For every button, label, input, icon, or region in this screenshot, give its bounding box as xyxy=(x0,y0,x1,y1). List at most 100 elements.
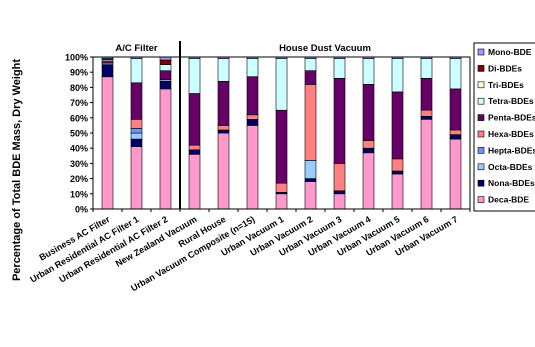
legend-label: Mono-BDE xyxy=(488,47,532,57)
legend-label: Deca-BDE xyxy=(488,195,529,205)
bar-segment-octa-bdes-7 xyxy=(304,160,317,179)
bar-segment-hepta-bdes-1 xyxy=(130,128,143,134)
bar-segment-deca-bde-11 xyxy=(420,119,433,210)
legend-swatch xyxy=(477,114,485,121)
bar-segment-deca-bde-12 xyxy=(449,138,462,210)
bar-segment-tetra-bdes-7 xyxy=(304,58,317,71)
bar-segment-deca-bde-10 xyxy=(391,173,404,210)
y-tick-label: 80% xyxy=(70,83,88,93)
legend-label: Hexa-BDEs xyxy=(488,129,534,139)
bar-segment-tetra-bdes-6 xyxy=(275,58,288,111)
bar-segment-penta-bdes-1 xyxy=(130,82,143,120)
bar-segment-tetra-bdes-2 xyxy=(159,64,172,71)
bar-segment-tetra-bdes-11 xyxy=(420,58,433,79)
legend-swatch xyxy=(477,48,485,56)
legend-swatch xyxy=(477,163,485,171)
bar-segment-nona-bdes-7 xyxy=(304,178,317,182)
bar-segment-hexa-bdes-8 xyxy=(333,163,346,192)
bar-segment-nona-bdes-2 xyxy=(159,81,172,90)
bar-segment-penta-bdes-3 xyxy=(188,93,201,146)
bar-segment-hexa-bdes-9 xyxy=(362,140,375,149)
bar-segment-penta-bdes-7 xyxy=(304,70,317,85)
bar-segment-penta-bdes-6 xyxy=(275,109,288,184)
bar-segment-penta-bdes-4 xyxy=(217,81,230,126)
y-tick-label: 50% xyxy=(70,129,88,139)
bar-segment-nona-bdes-11 xyxy=(420,116,433,120)
legend-label: Penta-BDEs xyxy=(488,113,535,123)
y-tick-label: 90% xyxy=(70,68,88,78)
y-axis-label: Percentage of Total BDE Mass, Dry Weight xyxy=(11,59,23,281)
y-tick-label: 30% xyxy=(70,159,88,169)
legend-label: Octa-BDEs xyxy=(488,162,533,172)
axes-layer xyxy=(90,41,471,212)
legend-label: Hepta-BDEs xyxy=(488,145,535,155)
legend-label: Tetra-BDEs xyxy=(488,96,534,106)
bar-segment-hexa-bdes-6 xyxy=(275,182,288,193)
group-label-0: A/C Filter xyxy=(115,43,158,54)
bar-segment-tetra-bdes-9 xyxy=(362,58,375,85)
legend-swatch xyxy=(477,147,485,154)
legend-swatch xyxy=(477,130,485,138)
bar-segment-nona-bdes-4 xyxy=(217,129,230,134)
bar-segment-nona-bdes-9 xyxy=(362,147,375,154)
legend-swatch xyxy=(477,179,485,187)
bar-segment-nona-bdes-3 xyxy=(188,149,201,155)
bar-segment-deca-bde-0 xyxy=(101,76,114,210)
legend-swatch xyxy=(477,97,485,105)
bar-segment-nona-bdes-5 xyxy=(246,119,259,126)
bar-segment-hexa-bdes-5 xyxy=(246,114,259,120)
bar-segment-deca-bde-8 xyxy=(333,193,346,210)
bar-segment-penta-bdes-0 xyxy=(101,61,114,64)
bar-segment-hexa-bdes-4 xyxy=(217,125,230,131)
group-label-1: House Dust Vacuum xyxy=(279,43,371,54)
bar-segment-tetra-bdes-3 xyxy=(188,58,201,94)
legend-label: Tri-BDEs xyxy=(488,80,524,90)
y-tick-label: 100% xyxy=(65,53,88,63)
bar-segment-nona-bdes-0 xyxy=(101,64,114,78)
bar-segment-hexa-bdes-7 xyxy=(304,84,317,161)
bars-layer xyxy=(101,56,462,210)
bar-segment-penta-bdes-11 xyxy=(420,78,433,111)
bar-segment-deca-bde-2 xyxy=(159,88,172,210)
bar-segment-nona-bdes-12 xyxy=(449,134,462,140)
bar-segment-nona-bdes-10 xyxy=(391,170,404,175)
bar-segment-hexa-bdes-12 xyxy=(449,129,462,135)
bar-segment-tetra-bdes-12 xyxy=(449,58,462,90)
bar-segment-deca-bde-9 xyxy=(362,152,375,210)
bar-segment-tetra-bdes-1 xyxy=(130,58,143,84)
bar-segment-hexa-bdes-10 xyxy=(391,158,404,172)
bar-segment-tetra-bdes-4 xyxy=(217,58,230,82)
bar-segment-penta-bdes-2 xyxy=(159,70,172,81)
bar-segment-penta-bdes-5 xyxy=(246,76,259,116)
y-tick-label: 10% xyxy=(70,189,88,199)
bar-segment-penta-bdes-9 xyxy=(362,84,375,141)
bar-segment-deca-bde-5 xyxy=(246,125,259,210)
bar-segment-di-bdes-2 xyxy=(159,59,172,65)
bar-segment-tetra-bdes-10 xyxy=(391,58,404,93)
legend-swatch xyxy=(477,81,485,89)
bar-segment-tetra-bdes-5 xyxy=(246,58,259,78)
bar-segment-deca-bde-7 xyxy=(304,181,317,210)
bar-segment-octa-bdes-1 xyxy=(130,132,143,140)
y-tick-label: 70% xyxy=(70,98,88,108)
bar-segment-deca-bde-4 xyxy=(217,132,230,210)
bar-segment-tetra-bdes-8 xyxy=(333,58,346,79)
bar-segment-hexa-bdes-1 xyxy=(130,119,143,129)
bar-segment-nona-bdes-1 xyxy=(130,138,143,148)
y-tick-label: 20% xyxy=(70,174,88,184)
bar-segment-nona-bdes-8 xyxy=(333,190,346,195)
bar-segment-deca-bde-1 xyxy=(130,146,143,210)
legend: Mono-BDE Di-BDEs Tri-BDEs Tetra-BDEs Penta-B… xyxy=(473,42,535,212)
bar-segment-hexa-bdes-11 xyxy=(420,109,433,117)
y-tick-label: 40% xyxy=(70,144,88,154)
y-tick-label: 60% xyxy=(70,113,88,123)
bar-segment-penta-bdes-12 xyxy=(449,88,462,131)
legend-swatch xyxy=(477,65,485,72)
bar-segment-hexa-bdes-3 xyxy=(188,144,201,151)
legend-label: Di-BDEs xyxy=(488,63,522,73)
bar-segment-penta-bdes-8 xyxy=(333,78,346,164)
legend-label: Nona-BDEs xyxy=(488,178,535,188)
bar-segment-deca-bde-6 xyxy=(275,193,288,210)
y-tick-label: 0% xyxy=(75,205,88,215)
